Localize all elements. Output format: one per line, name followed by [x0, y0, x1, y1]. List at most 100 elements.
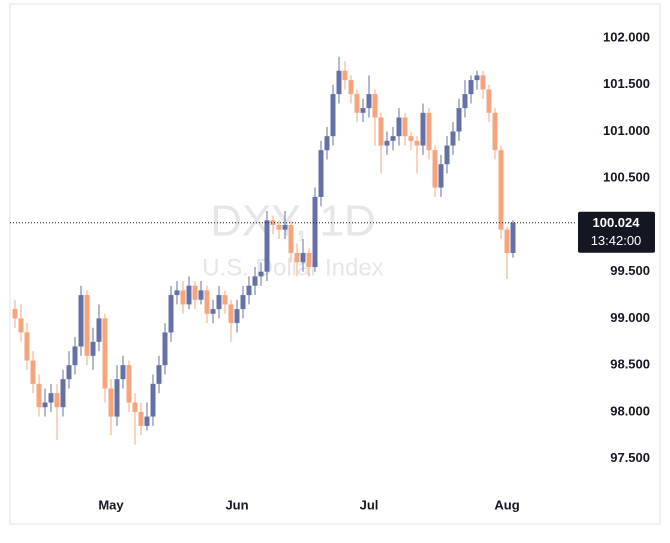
- candle-body: [306, 253, 312, 268]
- candle-body: [180, 290, 186, 305]
- candle-body: [132, 402, 138, 412]
- candle-body: [48, 393, 54, 403]
- candle-body: [186, 285, 192, 305]
- candle-body: [222, 295, 228, 305]
- x-tick-label: May: [98, 497, 124, 512]
- candle-body: [96, 318, 102, 342]
- candle-body: [288, 224, 294, 253]
- candle-body: [348, 80, 354, 95]
- candle-body: [384, 140, 390, 146]
- candle-body: [480, 75, 486, 90]
- candle-body: [420, 112, 426, 146]
- candle-body: [168, 295, 174, 333]
- candle-body: [246, 285, 252, 296]
- candle-body: [330, 94, 336, 137]
- candle-body: [126, 365, 132, 403]
- candle-body: [354, 94, 360, 113]
- candle-body: [408, 136, 414, 141]
- candle-body: [294, 253, 300, 263]
- candle-body: [444, 145, 450, 165]
- candle-body: [90, 341, 96, 356]
- candle-body: [60, 379, 66, 408]
- candle-body: [366, 94, 372, 109]
- x-tick-label: Jul: [360, 497, 379, 512]
- y-tick-label: 98.000: [610, 403, 650, 418]
- candle-body: [210, 309, 216, 314]
- candle-body: [240, 295, 246, 310]
- candle-body: [270, 220, 276, 225]
- candle-body: [474, 75, 480, 81]
- candle-body: [468, 80, 474, 95]
- candle-body: [414, 140, 420, 146]
- candle-body: [78, 295, 84, 347]
- candle-body: [162, 332, 168, 366]
- candle-body: [342, 70, 348, 81]
- candle-body: [192, 285, 198, 300]
- candle-body: [30, 360, 36, 384]
- candle-body: [486, 89, 492, 113]
- candle-body: [120, 365, 126, 380]
- candle-body: [300, 253, 306, 263]
- candle-body: [138, 411, 144, 426]
- candle-body: [462, 94, 468, 109]
- candle-body: [504, 229, 510, 253]
- candle-body: [372, 94, 378, 118]
- candle-body: [42, 402, 48, 408]
- y-tick-label: 97.500: [610, 450, 650, 465]
- last-price-box: [578, 211, 655, 253]
- candle-body: [498, 150, 504, 230]
- last-price-label: 100.024: [593, 215, 641, 230]
- candle-body: [336, 70, 342, 95]
- candle-body: [12, 309, 18, 319]
- frame: [9, 3, 661, 525]
- candle-body: [438, 164, 444, 188]
- candle-body: [258, 271, 264, 277]
- candle-body: [72, 346, 78, 366]
- y-tick-label: 100.500: [603, 170, 650, 185]
- candle-body: [66, 365, 72, 380]
- candle-body: [204, 290, 210, 314]
- candle-body: [492, 112, 498, 151]
- candle-body: [24, 332, 30, 361]
- candle-body: [252, 276, 258, 286]
- candle-body: [432, 150, 438, 188]
- y-tick-label: 98.500: [610, 357, 650, 372]
- candle-body: [234, 309, 240, 324]
- candle-body: [114, 379, 120, 417]
- candle-body: [276, 224, 282, 230]
- y-tick-label: 99.000: [610, 310, 650, 325]
- watermark-subtitle: U.S. Dollar Index: [202, 254, 383, 281]
- x-tick-label: Aug: [494, 497, 519, 512]
- candle-body: [450, 131, 456, 146]
- candle-body: [216, 295, 222, 310]
- candle-body: [198, 290, 204, 300]
- countdown-label: 13:42:00: [591, 233, 642, 248]
- candle-body: [84, 295, 90, 356]
- candle-body: [456, 108, 462, 132]
- candle-body: [312, 196, 318, 268]
- y-tick-label: 99.500: [610, 263, 650, 278]
- candle-body: [228, 304, 234, 324]
- candle-body: [402, 117, 408, 137]
- candle-body: [108, 388, 114, 417]
- y-tick-label: 102.000: [603, 29, 650, 44]
- candle-body: [324, 136, 330, 151]
- x-tick-label: Jun: [225, 497, 248, 512]
- y-tick-label: 101.500: [603, 76, 650, 91]
- candle-body: [390, 136, 396, 141]
- candle-body: [18, 318, 24, 333]
- candle-body: [102, 318, 108, 389]
- candle-body: [282, 224, 288, 230]
- candle-body: [360, 108, 366, 113]
- candle-body: [156, 365, 162, 384]
- candle-body: [318, 150, 324, 197]
- candle-body: [54, 393, 60, 408]
- candle-body: [150, 383, 156, 417]
- candle-body: [396, 117, 402, 137]
- y-tick-label: 101.000: [603, 123, 650, 138]
- candle-body: [378, 117, 384, 146]
- candle-body: [264, 220, 270, 272]
- candle-body: [510, 222, 516, 253]
- candle-body: [36, 383, 42, 408]
